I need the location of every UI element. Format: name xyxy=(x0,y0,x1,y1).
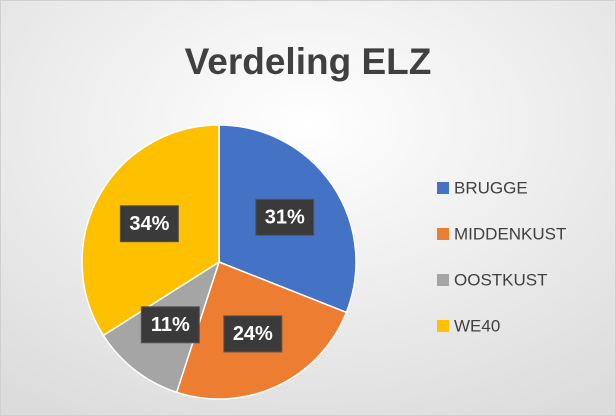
legend-label: BRUGGE xyxy=(454,178,528,197)
legend-label: OOSTKUST xyxy=(454,270,548,289)
data-label-box xyxy=(140,306,200,344)
legend-swatch xyxy=(437,320,449,332)
data-label-box xyxy=(119,205,179,243)
legend-swatch xyxy=(437,182,449,194)
legend-label: MIDDENKUST xyxy=(454,224,566,243)
chart-title: Verdeling ELZ xyxy=(185,41,432,82)
data-label: 11% xyxy=(151,314,190,336)
legend-label: WE40 xyxy=(454,316,500,335)
legend-swatch xyxy=(437,228,449,240)
legend-swatch xyxy=(437,274,449,286)
data-label: 34% xyxy=(129,213,169,235)
data-label-box xyxy=(223,315,283,353)
data-label-box xyxy=(255,198,315,236)
data-label: 24% xyxy=(233,323,273,345)
data-label: 31% xyxy=(265,207,305,229)
